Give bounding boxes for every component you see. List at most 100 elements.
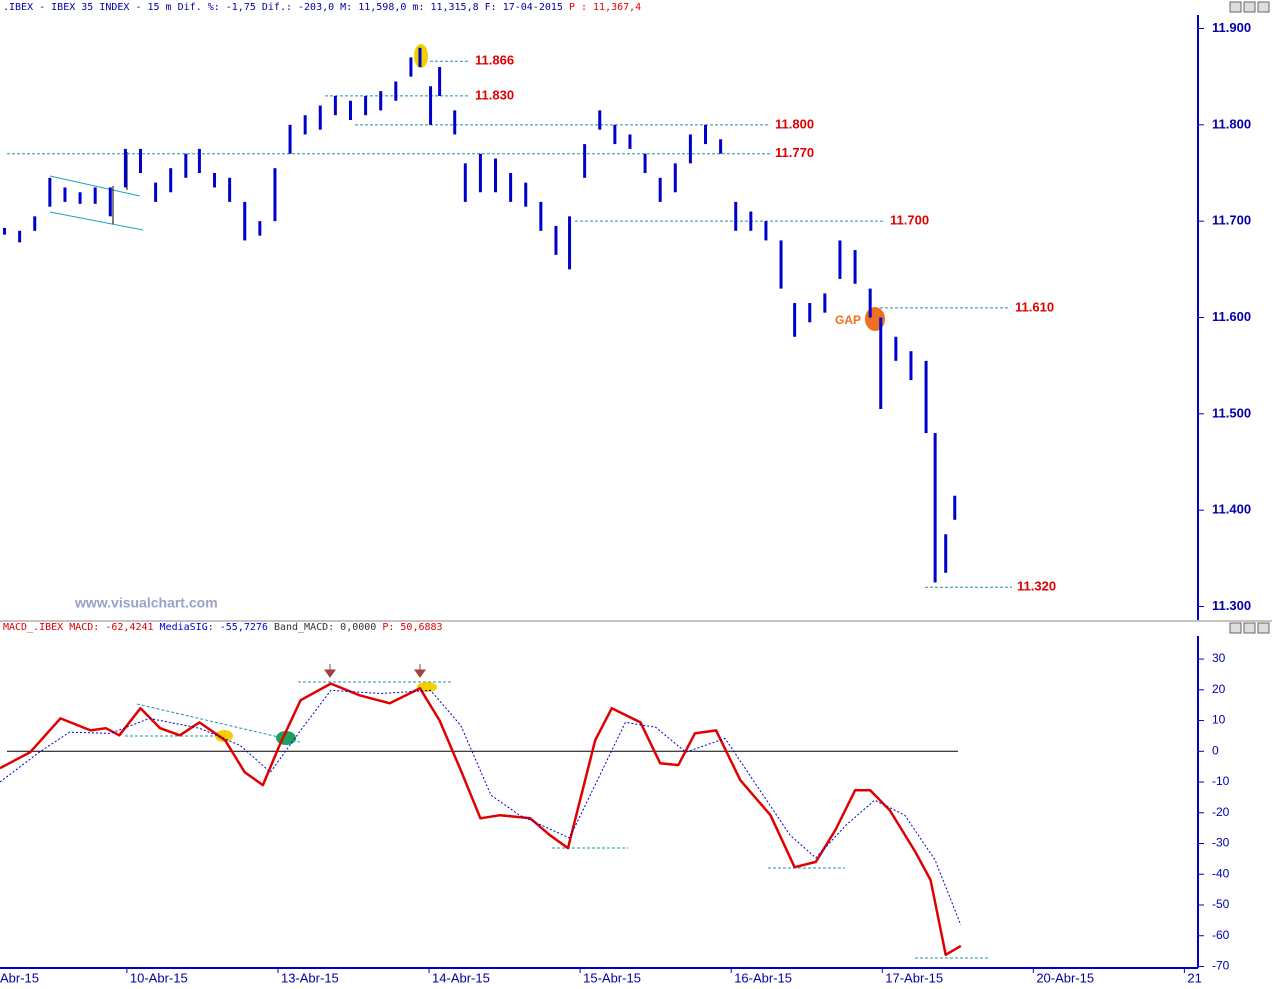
trend-line xyxy=(136,703,301,743)
price-bar xyxy=(463,163,467,202)
price-bar xyxy=(184,153,188,178)
price-bar xyxy=(643,153,647,173)
price-bar xyxy=(478,153,482,193)
price-bar xyxy=(108,187,112,217)
button[interactable] xyxy=(1229,622,1242,634)
y-tick-label: 11.300 xyxy=(1212,598,1251,613)
x-tick-label: 17-Abr-15 xyxy=(885,970,943,985)
level-label: 11.610 xyxy=(1015,299,1054,314)
price-bar xyxy=(539,201,543,231)
y-tick-label: 11.400 xyxy=(1212,502,1251,517)
price-bar xyxy=(169,168,173,193)
button[interactable] xyxy=(1243,622,1256,634)
price-bar xyxy=(704,124,708,145)
price-bar xyxy=(494,158,498,193)
button[interactable] xyxy=(1229,1,1242,13)
level-label: 11.700 xyxy=(890,213,929,228)
price-bar xyxy=(438,67,442,96)
price-bar xyxy=(598,110,602,130)
button[interactable] xyxy=(1243,1,1256,13)
price-bar xyxy=(779,240,783,289)
arrow xyxy=(414,664,426,678)
y-tick-label: 0 xyxy=(1212,743,1219,757)
y-tick-label: -70 xyxy=(1212,959,1230,973)
y-tick-label: -60 xyxy=(1212,928,1230,942)
price-bar xyxy=(823,293,827,313)
price-bar xyxy=(409,57,413,77)
price-bar xyxy=(453,110,457,135)
macd-title: MACD_.IBEX MACD: -62,4241 MediaSIG: -55,… xyxy=(3,622,443,633)
series-line xyxy=(0,682,962,957)
y-tick-label: 30 xyxy=(1212,651,1226,665)
price-bar xyxy=(333,95,337,116)
gap-label: GAP xyxy=(835,313,861,327)
x-tick-label: 14-Abr-15 xyxy=(432,970,490,985)
price-bar xyxy=(288,124,292,154)
title-part: P: 50,6883 xyxy=(382,622,442,633)
price-bar xyxy=(213,172,217,188)
x-tick-label: 21 xyxy=(1187,970,1201,985)
button[interactable] xyxy=(1257,622,1270,634)
price-bar xyxy=(879,317,883,410)
price-bar xyxy=(154,182,158,202)
level-label: 11.830 xyxy=(475,87,514,102)
price-bar xyxy=(894,336,898,361)
x-tick-label: Abr-15 xyxy=(0,970,39,985)
price-bar xyxy=(853,250,857,284)
title-part: MediaSIG: -55,7276 xyxy=(160,622,268,633)
price-bar xyxy=(138,148,142,173)
price-bar xyxy=(924,360,928,434)
level-label: 11.770 xyxy=(775,145,814,160)
title-part: Band_MACD: 0,0000 xyxy=(274,622,376,633)
price-bar xyxy=(418,47,422,68)
price-bar xyxy=(348,100,352,121)
price-bar xyxy=(933,433,937,583)
price-bar xyxy=(318,105,322,130)
y-tick-label: 10 xyxy=(1212,713,1226,727)
x-tick-label: 15-Abr-15 xyxy=(583,970,641,985)
price-bar xyxy=(429,86,433,125)
highlight xyxy=(215,730,233,742)
price-bar xyxy=(18,230,22,243)
window-buttons[interactable] xyxy=(1229,1,1270,634)
price-bar xyxy=(273,168,277,222)
x-tick-label: 13-Abr-15 xyxy=(281,970,339,985)
price-bar xyxy=(48,177,52,207)
price-bar xyxy=(613,124,617,145)
level-label: 11.320 xyxy=(1017,579,1056,594)
price-bar xyxy=(673,163,677,193)
price-title: .IBEX - IBEX 35 INDEX - 15 m Dif. %: -1,… xyxy=(3,2,641,13)
y-tick-label: 11.500 xyxy=(1212,405,1251,420)
price-bar xyxy=(568,216,572,270)
y-tick-label: -10 xyxy=(1212,774,1230,788)
price-bar xyxy=(953,495,957,520)
price-bar xyxy=(243,201,247,241)
price-bar xyxy=(364,95,368,116)
y-tick-label: 11.900 xyxy=(1212,20,1251,35)
price-bar xyxy=(78,192,82,204)
button[interactable] xyxy=(1257,1,1270,13)
y-tick-label: -50 xyxy=(1212,897,1230,911)
price-bar xyxy=(258,221,262,236)
price-bar xyxy=(63,187,67,202)
channel-line xyxy=(49,175,141,197)
price-bar xyxy=(944,534,948,573)
price-bar xyxy=(123,148,127,188)
x-tick-label: 20-Abr-15 xyxy=(1036,970,1094,985)
price-bar xyxy=(764,221,768,241)
price-bar xyxy=(228,177,232,202)
price-bar xyxy=(303,115,307,135)
price-bar xyxy=(808,303,812,323)
title-text: .IBEX - IBEX 35 INDEX - 15 m Dif. %: -1,… xyxy=(3,2,563,13)
watermark: www.visualchart.com xyxy=(74,595,218,611)
x-tick-label: 10-Abr-15 xyxy=(130,970,188,985)
title-price: P : 11,367,4 xyxy=(569,2,641,13)
level-label: 11.866 xyxy=(475,53,514,68)
y-tick-label: -30 xyxy=(1212,836,1230,850)
y-tick-label: 20 xyxy=(1212,682,1226,696)
price-bar xyxy=(524,182,528,207)
price-bar xyxy=(583,144,587,178)
price-bar xyxy=(33,216,37,231)
level-label: 11.800 xyxy=(775,116,814,131)
